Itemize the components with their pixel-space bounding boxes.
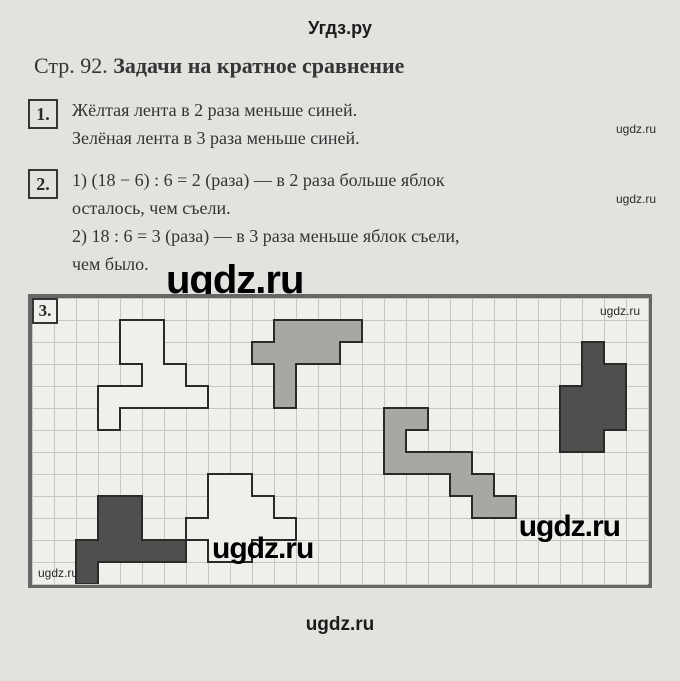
task-2: 2. 1) (18 − 6) : 6 = 2 (раза) — в 2 раза… [28, 167, 652, 279]
grid-shape [252, 320, 362, 408]
task-line: Жёлтая лента в 2 раза меньше синей. [72, 97, 652, 123]
task-line: осталось, чем съели. [72, 195, 652, 221]
grid-panel: 3. ugdz.ru ugdz.ru ugdz.ru ugdz.ru [28, 294, 652, 588]
watermark-bottom: ugdz.ru [28, 614, 652, 636]
watermark-big: ugdz.ru [519, 510, 620, 544]
task-number-box: 1. [28, 99, 58, 129]
watermark-small: ugdz.ru [616, 121, 656, 138]
task-line: Зелёная лента в 3 раза меньше синей. [72, 125, 652, 151]
title-bold: Задачи на кратное сравнение [113, 53, 404, 78]
page-title: Стр. 92. Задачи на кратное сравнение [34, 53, 652, 79]
task-number-box: 2. [28, 169, 58, 199]
watermark-small: ugdz.ru [600, 304, 640, 318]
watermark-small: ugdz.ru [38, 566, 78, 580]
title-prefix: Стр. 92. [34, 53, 113, 78]
task-line: чем было. [72, 251, 652, 277]
task-body: Жёлтая лента в 2 раза меньше синей. Зелё… [72, 97, 652, 153]
task-number-box: 3. [32, 298, 58, 324]
grid-shape [384, 408, 516, 518]
watermark-small: ugdz.ru [616, 191, 656, 208]
task-line: 2) 18 : 6 = 3 (раза) — в 3 раза меньше я… [72, 223, 652, 249]
task-line: 1) (18 − 6) : 6 = 2 (раза) — в 2 раза бо… [72, 167, 652, 193]
watermark-big: ugdz.ru [212, 532, 313, 566]
task-1: 1. Жёлтая лента в 2 раза меньше синей. З… [28, 97, 652, 153]
grid-shape [560, 342, 626, 452]
grid-shape [98, 320, 208, 430]
grid-inner: 3. ugdz.ru ugdz.ru ugdz.ru ugdz.ru [32, 298, 648, 584]
task-body: 1) (18 − 6) : 6 = 2 (раза) — в 2 раза бо… [72, 167, 652, 279]
watermark-top: Угдз.ру [28, 18, 652, 39]
grid-shape [76, 496, 186, 584]
